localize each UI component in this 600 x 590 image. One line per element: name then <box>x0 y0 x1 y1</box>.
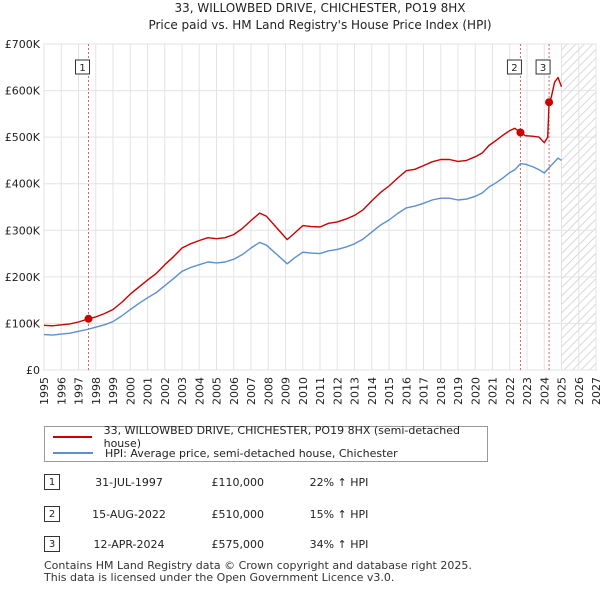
x-tick-label: 2010 <box>297 377 310 405</box>
x-tick-label: 2015 <box>383 377 396 405</box>
x-tick-label: 2011 <box>314 377 327 405</box>
x-tick-label: 2020 <box>469 377 482 405</box>
legend-item-property: 33, WILLOWBED DRIVE, CHICHESTER, PO19 8H… <box>53 424 487 450</box>
legend-label-hpi: HPI: Average price, semi-detached house,… <box>105 446 398 460</box>
x-tick-label: 2014 <box>366 377 379 405</box>
grid-lines <box>43 43 597 371</box>
legend-swatch-property <box>53 436 92 438</box>
sale-row: 2 15-AUG-2022 £510,000 15% ↑ HPI <box>44 506 464 524</box>
x-tick-label: 2025 <box>556 377 569 405</box>
sale-date: 12-APR-2024 <box>93 538 165 551</box>
sale-hpi-diff: 34% ↑ HPI <box>309 538 369 551</box>
y-tick-label: £400K <box>5 178 41 191</box>
sale-marker-label: 1 <box>79 63 85 74</box>
x-tick-label: 2006 <box>228 377 241 405</box>
x-tick-label: 2027 <box>590 377 600 405</box>
sale-marker-labels: 1 2 3 <box>75 59 551 75</box>
x-tick-label: 2021 <box>487 377 500 405</box>
sale-hpi-diff: 15% ↑ HPI <box>309 508 369 521</box>
x-tick-label: 2001 <box>142 377 155 405</box>
sale-number-badge: 3 <box>44 536 60 552</box>
sale-point <box>545 98 554 107</box>
sale-date: 15-AUG-2022 <box>92 508 166 521</box>
x-tick-label: 1998 <box>90 377 103 405</box>
x-tick-label: 2005 <box>211 377 224 405</box>
sale-hpi-diff: 22% ↑ HPI <box>309 476 369 489</box>
legend-label-property: 33, WILLOWBED DRIVE, CHICHESTER, PO19 8H… <box>103 424 460 450</box>
x-tick-label: 2024 <box>538 377 551 405</box>
sale-point <box>516 128 525 137</box>
y-tick-label: £100K <box>5 317 41 330</box>
x-tick-label: 1997 <box>73 377 86 405</box>
sale-number-badge: 1 <box>44 474 60 490</box>
sale-marker-label: 2 <box>511 63 517 74</box>
sale-marker-box <box>75 59 91 75</box>
sale-number-badge: 2 <box>44 506 60 522</box>
x-tick-label: 2016 <box>400 377 413 405</box>
series-lines <box>43 76 563 336</box>
x-tick-label: 2023 <box>521 377 534 405</box>
x-tick-label: 2004 <box>193 377 206 405</box>
x-tick-label: 2017 <box>418 377 431 405</box>
x-tick-label: 1995 <box>38 377 51 405</box>
sale-points <box>84 98 554 323</box>
price-chart: 33, WILLOWBED DRIVE, CHICHESTER, PO19 8H… <box>5 1 600 405</box>
sale-price: £110,000 <box>211 476 265 489</box>
y-tick-label: £300K <box>5 224 41 237</box>
y-axis-ticks: £0 £100K £200K £300K £400K £500K £600K £700K <box>5 38 41 377</box>
footer-copyright: Contains HM Land Registry data © Crown c… <box>44 559 472 572</box>
legend: 33, WILLOWBED DRIVE, CHICHESTER, PO19 8H… <box>44 424 488 462</box>
property-price-line <box>43 76 563 327</box>
hpi-line <box>43 157 562 336</box>
x-tick-label: 2026 <box>573 377 586 405</box>
x-tick-label: 2022 <box>504 377 517 405</box>
y-tick-label: £500K <box>5 131 41 144</box>
x-axis-ticks: 1995 1996 1997 1998 1999 2000 2001 2002 2003 2004… <box>38 377 600 405</box>
x-tick-label: 2018 <box>435 377 448 405</box>
legend-item-hpi: HPI: Average price, semi-detached house,… <box>53 445 398 461</box>
y-tick-label: £600K <box>5 85 41 98</box>
x-tick-label: 1996 <box>55 377 68 405</box>
sale-point <box>84 314 93 323</box>
footer: Contains HM Land Registry data © Crown c… <box>44 560 472 584</box>
x-tick-label: 1999 <box>107 377 120 405</box>
sale-price: £575,000 <box>211 538 265 551</box>
sale-row: 3 12-APR-2024 £575,000 34% ↑ HPI <box>44 536 464 554</box>
x-tick-label: 2002 <box>159 377 172 405</box>
y-tick-label: £700K <box>5 38 41 51</box>
y-tick-label: £0 <box>26 364 40 377</box>
chart-title: 33, WILLOWBED DRIVE, CHICHESTER, PO19 8H… <box>174 1 465 15</box>
chart-subtitle: Price paid vs. HM Land Registry's House … <box>148 18 491 32</box>
sale-marker-label: 3 <box>540 63 546 74</box>
x-tick-label: 2012 <box>331 377 344 405</box>
x-tick-label: 2019 <box>452 377 465 405</box>
x-tick-label: 2009 <box>280 377 293 405</box>
sale-row: 1 31-JUL-1997 £110,000 22% ↑ HPI <box>44 474 464 492</box>
sale-price: £510,000 <box>211 508 265 521</box>
sale-marker-box <box>535 59 551 75</box>
sale-marker-box <box>506 59 522 75</box>
x-tick-label: 2007 <box>245 377 258 405</box>
x-tick-label: 2003 <box>176 377 189 405</box>
x-tick-label: 2008 <box>262 377 275 405</box>
sale-date: 31-JUL-1997 <box>95 476 163 489</box>
x-tick-label: 2000 <box>124 377 137 405</box>
y-tick-label: £200K <box>5 271 41 284</box>
x-tick-label: 2013 <box>349 377 362 405</box>
footer-licence: This data is licensed under the Open Gov… <box>44 571 395 584</box>
legend-swatch-hpi <box>53 452 93 454</box>
